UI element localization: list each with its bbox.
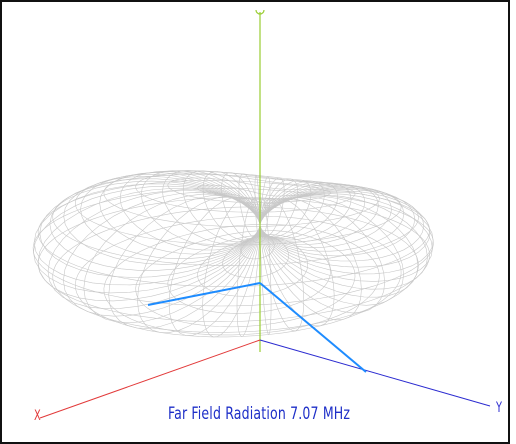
mesh-parallel — [74, 170, 402, 246]
mesh-parallel — [103, 170, 380, 228]
y-axis — [259, 339, 491, 407]
mesh-meridian — [168, 196, 261, 336]
mesh-parallel — [74, 215, 402, 338]
mesh-parallel — [222, 235, 289, 278]
mesh-parallel — [52, 206, 419, 333]
x-axis-label: X — [34, 408, 41, 424]
radiation-mesh — [32, 170, 434, 338]
mesh-parallel — [222, 193, 290, 204]
mesh-parallel — [167, 234, 331, 314]
mesh-parallel — [197, 184, 309, 200]
mesh-parallel — [197, 235, 309, 297]
mesh-parallel — [240, 233, 275, 260]
vertical-scrollbar[interactable] — [508, 0, 516, 444]
plot-title: Far Field Radiation 7.07 MHz — [168, 404, 351, 424]
mesh-meridian — [63, 175, 261, 265]
mesh-meridian — [63, 191, 261, 317]
mesh-meridian — [236, 198, 261, 337]
mesh-parallel — [135, 172, 356, 213]
local-axis-y — [259, 282, 367, 373]
mesh-parallel — [252, 230, 266, 243]
mesh-parallel — [37, 197, 430, 323]
mesh-parallel — [52, 174, 419, 266]
local-axis-x — [147, 282, 261, 306]
mesh-parallel — [37, 180, 430, 287]
y-axis-label: Y — [496, 400, 502, 416]
x-axis — [39, 339, 261, 419]
z-axis-end-marker — [255, 9, 265, 15]
mesh-parallel — [252, 211, 266, 218]
mesh-parallel — [241, 202, 275, 212]
mesh-parallel — [32, 188, 434, 307]
mesh-parallel — [167, 177, 331, 204]
